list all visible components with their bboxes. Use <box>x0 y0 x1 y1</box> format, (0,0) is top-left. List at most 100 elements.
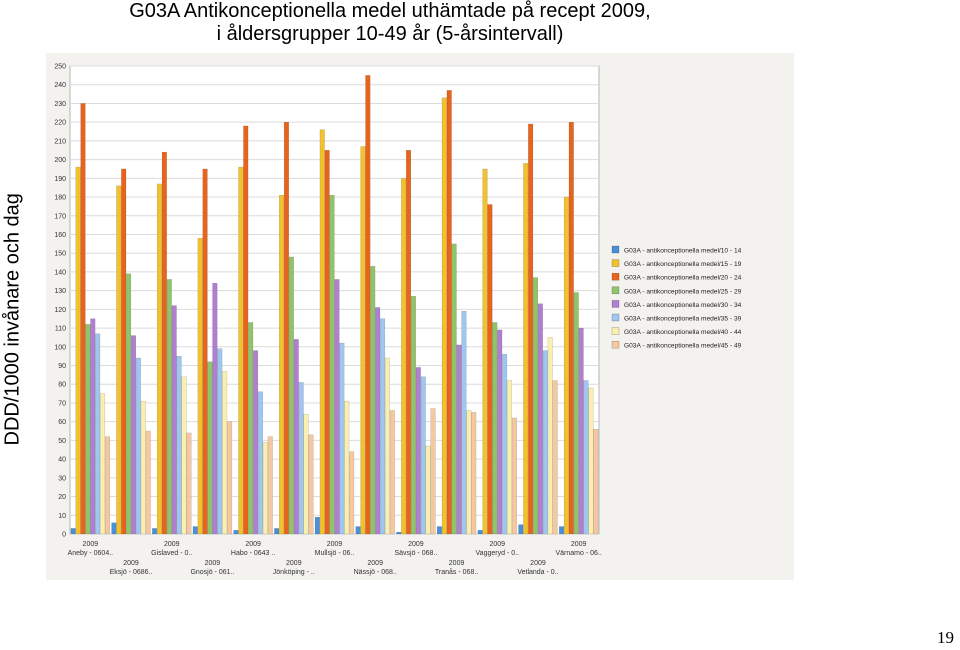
legend-swatch <box>611 340 620 349</box>
bar <box>533 277 539 535</box>
bar <box>140 400 146 535</box>
bar <box>436 526 442 535</box>
legend-label: G03A - antikonceptionella medel/40 - 44 <box>624 329 742 336</box>
x-tick-year: 2009 <box>489 541 505 548</box>
y-tick-label: 10 <box>58 513 66 520</box>
y-tick-label: 210 <box>54 138 66 145</box>
legend-label: G03A - antikonceptionella medel/45 - 49 <box>624 343 742 350</box>
x-tick-name: Vaggeryd - 0.. <box>476 550 520 557</box>
bar <box>100 393 106 535</box>
y-tick-label: 220 <box>54 120 66 127</box>
x-tick-year: 2009 <box>164 541 180 548</box>
bar <box>293 339 299 535</box>
bar <box>360 146 366 535</box>
x-tick-name: Eksjö - 0686.. <box>110 569 153 576</box>
bar <box>104 436 110 535</box>
bar <box>145 430 151 535</box>
x-tick-name: Värnamo - 06.. <box>555 550 601 557</box>
bar <box>380 318 386 535</box>
bar <box>262 442 268 535</box>
bar <box>95 333 101 535</box>
bar <box>375 307 381 535</box>
bar <box>415 367 421 535</box>
bar <box>482 168 488 535</box>
bar <box>257 391 263 535</box>
y-tick-label: 30 <box>58 475 66 482</box>
bar <box>339 342 345 535</box>
bar <box>425 445 431 535</box>
x-tick-name: Nässjö - 068.. <box>354 569 397 576</box>
bar <box>492 322 498 535</box>
bar <box>176 355 182 535</box>
bar <box>308 434 314 535</box>
x-tick-year: 2009 <box>408 541 424 548</box>
bar <box>303 413 309 535</box>
chart-title-line-2: i åldersgrupper 10-49 år (5-årsintervall… <box>216 23 564 45</box>
y-tick-label: 130 <box>54 288 66 295</box>
y-tick-label: 40 <box>58 457 66 464</box>
y-tick-label: 180 <box>54 195 66 202</box>
legend-label: G03A - antikonceptionella medel/30 - 34 <box>624 302 742 309</box>
y-tick-label: 90 <box>58 363 66 370</box>
bar <box>523 163 529 535</box>
bar <box>441 97 447 535</box>
bar <box>355 526 361 535</box>
x-tick-year: 2009 <box>245 541 261 548</box>
bar <box>207 361 213 535</box>
x-tick-year: 2009 <box>367 560 383 567</box>
bar <box>384 357 390 535</box>
x-tick-name: Aneby - 0604.. <box>68 550 114 557</box>
y-tick-label: 80 <box>58 382 66 389</box>
legend-label: G03A - antikonceptionella medel/10 - 14 <box>624 248 742 255</box>
bar <box>324 150 330 535</box>
bar <box>152 528 158 535</box>
bar <box>298 382 304 535</box>
y-axis-label: DDD/1000 invånare och dag <box>1 193 24 446</box>
x-tick-name: Vetlanda - 0.. <box>517 569 558 576</box>
bar <box>90 318 96 535</box>
y-tick-label: 70 <box>58 400 66 407</box>
x-tick-year: 2009 <box>83 541 99 548</box>
bar <box>406 150 412 535</box>
bar <box>401 178 407 535</box>
bar <box>568 121 574 535</box>
bar <box>186 432 192 535</box>
bar <box>573 292 579 535</box>
bar <box>248 322 254 535</box>
bar <box>202 168 208 535</box>
bar <box>563 196 569 535</box>
bar <box>552 380 558 535</box>
bar <box>121 168 127 535</box>
bar <box>389 410 395 535</box>
bar <box>578 327 584 535</box>
bar <box>456 344 462 535</box>
bar <box>75 166 81 535</box>
bar <box>156 183 162 535</box>
x-tick-year: 2009 <box>123 560 139 567</box>
bar <box>222 370 228 535</box>
bar <box>171 305 177 535</box>
bar <box>507 380 513 535</box>
y-tick-label: 170 <box>54 213 66 220</box>
y-tick-label: 50 <box>58 438 66 445</box>
bar <box>130 335 136 535</box>
bar <box>583 380 589 535</box>
bar <box>267 436 273 535</box>
y-tick-label: 100 <box>54 344 66 351</box>
bar <box>396 531 402 535</box>
y-tick-label: 20 <box>58 494 66 501</box>
x-tick-name: Gnosjö - 061.. <box>190 569 234 576</box>
bar <box>511 417 517 535</box>
bar <box>116 185 122 535</box>
y-tick-label: 240 <box>54 82 66 89</box>
bar <box>181 376 187 535</box>
bar <box>319 129 325 535</box>
x-tick-name: Tranås - 068.. <box>435 568 478 576</box>
bar <box>547 337 553 535</box>
bar <box>497 329 503 535</box>
x-tick-name: Mullsjö - 06.. <box>315 550 355 557</box>
legend-swatch <box>611 313 620 322</box>
bar <box>197 238 203 535</box>
y-tick-label: 150 <box>54 251 66 258</box>
bar <box>217 348 223 535</box>
